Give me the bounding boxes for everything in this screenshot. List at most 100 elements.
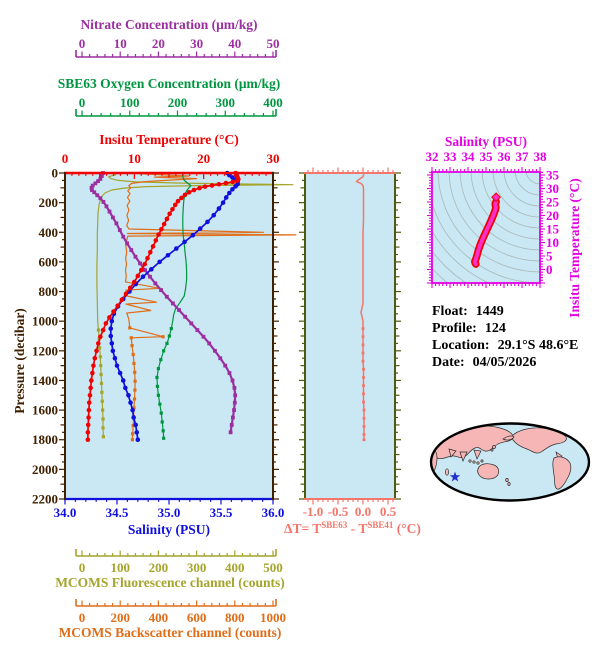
svg-text:600: 600 — [39, 254, 59, 269]
float-info-block: Float: 1449 Profile: 124 Location: 29.1°S 4… — [432, 304, 578, 370]
delta-t-plot-background — [305, 173, 395, 499]
svg-text:33: 33 — [444, 149, 458, 164]
svg-text:0: 0 — [546, 262, 553, 277]
svg-text:15: 15 — [546, 222, 560, 237]
svg-text:100: 100 — [110, 560, 130, 575]
svg-text:30: 30 — [190, 36, 203, 51]
svg-text:35: 35 — [546, 168, 560, 183]
svg-text:0: 0 — [79, 36, 86, 51]
delta-t-label-part: - T — [347, 521, 367, 536]
float-location-star — [449, 471, 461, 482]
svg-text:800: 800 — [39, 284, 59, 299]
map-outline — [429, 422, 591, 502]
delta-t-curve — [355, 172, 366, 442]
info-date-label: Date: — [432, 355, 465, 370]
svg-text:100: 100 — [120, 95, 140, 110]
delta-t-frame — [299, 167, 401, 505]
svg-text:1200: 1200 — [32, 343, 58, 358]
svg-text:200: 200 — [168, 95, 188, 110]
svg-text:0: 0 — [79, 610, 86, 625]
ts-temperature-axis-label: Insitu Temperature (°C) — [567, 178, 582, 317]
svg-text:20: 20 — [546, 208, 559, 223]
svg-text:38: 38 — [534, 149, 548, 164]
info-location-row: Location: 29.1°S 48.6°E — [432, 338, 578, 353]
svg-text:50: 50 — [267, 36, 280, 51]
svg-text:35.0: 35.0 — [158, 505, 181, 520]
nitrate-scale-bar — [75, 50, 277, 58]
svg-text:25: 25 — [546, 195, 560, 210]
svg-text:0: 0 — [79, 560, 86, 575]
svg-text:30: 30 — [546, 181, 559, 196]
info-profile-value: 124 — [485, 321, 506, 336]
ts-plot-title: Salinity (PSU) — [445, 134, 527, 149]
svg-text:800: 800 — [225, 610, 245, 625]
oxygen-scale-bar — [75, 109, 277, 117]
main-plot-frame — [59, 171, 279, 505]
svg-text:36.0: 36.0 — [262, 505, 285, 520]
svg-text:1000: 1000 — [260, 610, 286, 625]
svg-text:35: 35 — [480, 149, 494, 164]
svg-text:300: 300 — [216, 95, 236, 110]
salinity-axis-title: Salinity (PSU) — [128, 522, 210, 537]
svg-text:400: 400 — [225, 560, 245, 575]
delta-t-panel — [299, 167, 401, 505]
svg-text:1000: 1000 — [32, 314, 58, 329]
svg-text:34: 34 — [462, 149, 476, 164]
info-profile-label: Profile: — [432, 321, 477, 336]
delta-t-sup-sbe63: SBE63 — [321, 520, 348, 530]
svg-text:200: 200 — [39, 195, 59, 210]
info-date-row: Date: 04/05/2026 — [432, 355, 536, 370]
backscatter-scale-bar — [75, 599, 277, 607]
svg-text:600: 600 — [187, 610, 207, 625]
delta-t-label-part: (°C) — [393, 521, 421, 536]
nitrate-axis-title: Nitrate Concentration (μm/kg) — [80, 17, 257, 32]
svg-text:37: 37 — [516, 149, 530, 164]
svg-text:36: 36 — [498, 149, 512, 164]
svg-text:2000: 2000 — [32, 462, 58, 477]
salinity-profile-curve — [108, 170, 240, 443]
info-float-value: 1449 — [476, 304, 504, 319]
temperature-axis-title: Insitu Temperature (°C) — [99, 132, 238, 147]
svg-text:500: 500 — [263, 560, 283, 575]
delta-t-sup-sbe41: SBE41 — [367, 520, 394, 530]
svg-text:-0.5: -0.5 — [328, 504, 349, 519]
svg-text:10: 10 — [114, 36, 127, 51]
oxygen-profile-curve — [155, 172, 192, 440]
svg-text:1800: 1800 — [32, 432, 58, 447]
fluorescence-axis-title: MCOMS Fluorescence channel (counts) — [55, 575, 285, 590]
svg-text:-1.0: -1.0 — [303, 504, 324, 519]
svg-text:400: 400 — [263, 95, 283, 110]
svg-text:34.5: 34.5 — [106, 505, 129, 520]
temperature-profile-curve — [85, 170, 241, 443]
svg-text:20: 20 — [152, 36, 165, 51]
svg-text:0: 0 — [52, 166, 59, 181]
svg-text:10: 10 — [128, 151, 141, 166]
svg-text:0.0: 0.0 — [355, 504, 371, 519]
svg-text:200: 200 — [149, 560, 169, 575]
svg-text:1400: 1400 — [32, 373, 58, 388]
info-date-value: 04/05/2026 — [473, 355, 537, 370]
svg-text:200: 200 — [110, 610, 130, 625]
ts-curve — [472, 199, 499, 267]
info-profile-row: Profile: 124 — [432, 321, 506, 336]
fluorescence-scale-bar — [75, 549, 277, 557]
delta-t-axis-label: ΔT= TSBE63 - TSBE41 (°C) — [284, 520, 421, 536]
ts-surface-marker — [491, 192, 502, 203]
info-location-label: Location: — [432, 338, 490, 353]
svg-text:400: 400 — [149, 610, 169, 625]
info-float-row: Float: 1449 — [432, 304, 504, 319]
svg-text:40: 40 — [228, 36, 241, 51]
info-float-label: Float: — [432, 304, 468, 319]
svg-text:300: 300 — [187, 560, 207, 575]
svg-text:0.5: 0.5 — [380, 504, 397, 519]
svg-text:10: 10 — [546, 235, 559, 250]
svg-text:2200: 2200 — [32, 492, 58, 507]
pressure-axis-label: Pressure (decibar) — [12, 308, 27, 414]
svg-text:1600: 1600 — [32, 403, 58, 418]
profile-series-layer — [85, 170, 297, 443]
oxygen-axis-title: SBE63 Oxygen Concentration (μm/kg) — [58, 76, 281, 91]
svg-text:34.0: 34.0 — [54, 505, 77, 520]
ts-diagram-panel — [427, 167, 545, 288]
